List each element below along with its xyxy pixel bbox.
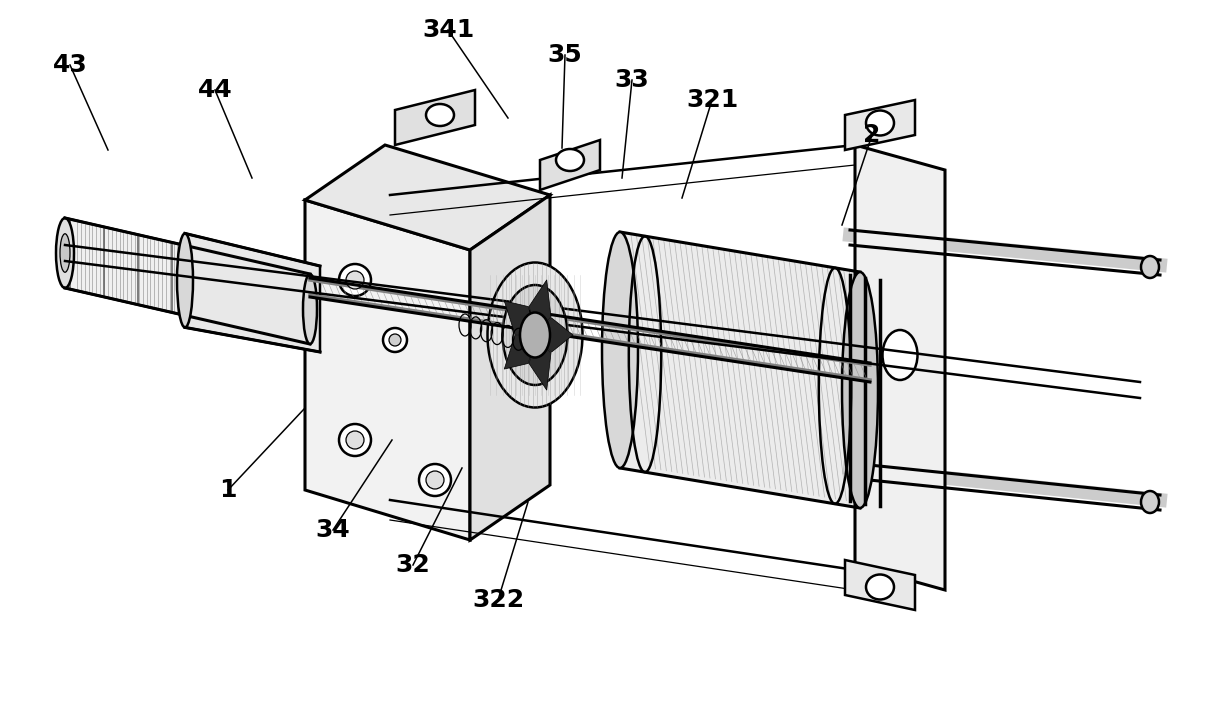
- Ellipse shape: [488, 262, 583, 407]
- Ellipse shape: [502, 285, 567, 385]
- Polygon shape: [505, 301, 535, 335]
- Circle shape: [339, 264, 371, 296]
- Polygon shape: [620, 232, 861, 508]
- Circle shape: [426, 471, 444, 489]
- Ellipse shape: [520, 313, 550, 358]
- Polygon shape: [529, 280, 550, 335]
- Polygon shape: [185, 233, 320, 352]
- Text: 32: 32: [396, 553, 431, 577]
- Ellipse shape: [1141, 256, 1159, 278]
- Ellipse shape: [882, 330, 917, 380]
- Text: 44: 44: [198, 78, 233, 102]
- Polygon shape: [305, 200, 470, 540]
- Ellipse shape: [426, 104, 454, 126]
- Ellipse shape: [865, 575, 894, 599]
- Text: 322: 322: [472, 588, 524, 612]
- Polygon shape: [535, 318, 573, 352]
- Ellipse shape: [1141, 491, 1159, 513]
- Polygon shape: [540, 140, 600, 190]
- Ellipse shape: [303, 274, 317, 344]
- Polygon shape: [845, 560, 915, 610]
- Polygon shape: [305, 145, 550, 250]
- Text: 321: 321: [686, 88, 739, 112]
- Circle shape: [346, 431, 365, 449]
- Circle shape: [339, 424, 371, 456]
- Polygon shape: [395, 90, 476, 145]
- Polygon shape: [845, 100, 915, 150]
- Text: 33: 33: [614, 68, 649, 92]
- Polygon shape: [505, 335, 535, 369]
- Text: 43: 43: [53, 53, 87, 77]
- Text: 2: 2: [863, 123, 881, 147]
- Ellipse shape: [60, 233, 70, 272]
- Ellipse shape: [56, 218, 74, 288]
- Ellipse shape: [865, 111, 894, 135]
- Polygon shape: [855, 145, 945, 590]
- Polygon shape: [65, 218, 310, 344]
- Circle shape: [346, 271, 365, 289]
- Circle shape: [383, 328, 407, 352]
- Polygon shape: [470, 195, 550, 540]
- Ellipse shape: [177, 233, 193, 327]
- Text: 34: 34: [315, 518, 350, 542]
- Text: 341: 341: [422, 18, 474, 42]
- Ellipse shape: [602, 232, 639, 468]
- Circle shape: [389, 334, 401, 346]
- Text: 1: 1: [220, 478, 237, 502]
- Ellipse shape: [842, 272, 877, 508]
- Polygon shape: [529, 335, 550, 390]
- Text: 35: 35: [548, 43, 582, 67]
- Ellipse shape: [556, 149, 584, 171]
- Circle shape: [419, 464, 451, 496]
